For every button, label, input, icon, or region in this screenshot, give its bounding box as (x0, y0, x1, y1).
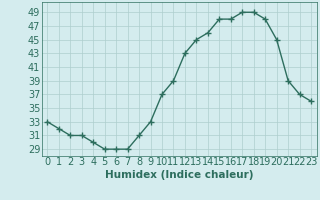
X-axis label: Humidex (Indice chaleur): Humidex (Indice chaleur) (105, 170, 253, 180)
